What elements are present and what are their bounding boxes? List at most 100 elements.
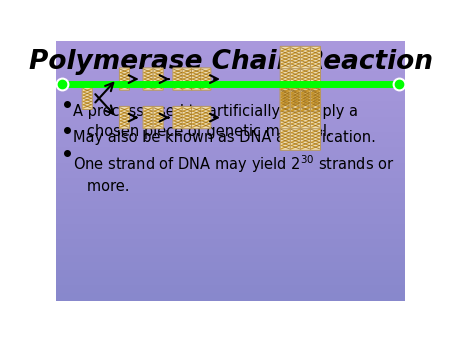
FancyBboxPatch shape [301, 106, 310, 129]
Bar [56, 49, 405, 50]
Bar [56, 110, 405, 111]
Bar [56, 77, 405, 78]
Bar [56, 282, 405, 283]
FancyBboxPatch shape [310, 68, 320, 90]
Bar [56, 128, 405, 129]
Bar [56, 188, 405, 189]
Bar [56, 43, 405, 44]
Bar [56, 227, 405, 228]
Bar [56, 152, 405, 153]
Text: May also be known as DNA amplification.: May also be known as DNA amplification. [73, 130, 376, 145]
Bar [56, 253, 405, 254]
Bar [56, 260, 405, 261]
Bar [56, 184, 405, 185]
Bar [56, 186, 405, 187]
Bar [56, 52, 405, 53]
FancyBboxPatch shape [153, 68, 163, 90]
Bar [56, 232, 405, 233]
Bar [56, 291, 405, 292]
Bar [56, 165, 405, 166]
Bar [56, 144, 405, 145]
Bar [56, 90, 405, 91]
Bar [56, 158, 405, 159]
Bar [56, 247, 405, 248]
Bar [56, 257, 405, 258]
FancyBboxPatch shape [119, 68, 130, 90]
Bar [56, 187, 405, 188]
Bar [56, 274, 405, 275]
Bar [56, 199, 405, 200]
Bar [56, 142, 405, 143]
FancyBboxPatch shape [310, 106, 320, 129]
FancyBboxPatch shape [290, 68, 301, 90]
Bar [56, 107, 405, 108]
Bar [56, 217, 405, 218]
Bar [56, 265, 405, 266]
Bar [56, 173, 405, 174]
Bar [56, 65, 405, 66]
Bar [56, 94, 405, 95]
Bar [56, 54, 405, 55]
Bar [56, 215, 405, 216]
Bar [56, 169, 405, 170]
Bar [56, 53, 405, 54]
Bar [56, 59, 405, 61]
FancyBboxPatch shape [301, 68, 310, 90]
Bar [56, 129, 405, 130]
Bar [56, 221, 405, 222]
FancyBboxPatch shape [153, 106, 163, 129]
Bar [56, 296, 405, 297]
FancyBboxPatch shape [143, 106, 153, 129]
Bar [56, 76, 405, 77]
Bar [56, 236, 405, 237]
Bar [56, 106, 405, 107]
Bar [56, 150, 405, 151]
Bar [56, 146, 405, 147]
Bar [56, 145, 405, 146]
Bar [56, 176, 405, 177]
Bar [56, 190, 405, 191]
Bar [56, 233, 405, 234]
Text: A process used to artificially multiply a
   chosen piece of genetic material.: A process used to artificially multiply … [73, 104, 358, 139]
Bar [56, 235, 405, 236]
Bar [56, 246, 405, 247]
Bar [56, 255, 405, 256]
Bar [56, 87, 405, 88]
Bar [56, 207, 405, 208]
Bar [56, 114, 405, 115]
Bar [56, 245, 405, 246]
Bar [56, 121, 405, 122]
Bar [56, 46, 405, 47]
FancyBboxPatch shape [143, 68, 153, 90]
Bar [56, 103, 405, 104]
Bar [56, 185, 405, 186]
Bar [56, 204, 405, 206]
Bar [56, 226, 405, 227]
Bar [56, 79, 405, 80]
Bar [56, 102, 405, 103]
Bar [56, 216, 405, 217]
Bar [56, 196, 405, 197]
Bar [56, 141, 405, 142]
Bar [56, 139, 405, 140]
Bar [56, 98, 405, 99]
Bar [56, 273, 405, 274]
FancyBboxPatch shape [280, 85, 290, 107]
Bar [56, 99, 405, 100]
Bar [56, 285, 405, 286]
Bar [56, 92, 405, 93]
FancyBboxPatch shape [201, 68, 211, 90]
Bar [56, 85, 405, 86]
Bar [56, 189, 405, 190]
Bar [56, 262, 405, 263]
FancyBboxPatch shape [280, 68, 290, 90]
FancyBboxPatch shape [280, 90, 290, 112]
Bar [56, 148, 405, 149]
Bar [56, 234, 405, 235]
Bar [56, 88, 405, 89]
Bar [56, 222, 405, 223]
Bar [56, 136, 405, 137]
FancyBboxPatch shape [119, 106, 130, 129]
Bar [56, 48, 405, 49]
Bar [56, 280, 405, 281]
